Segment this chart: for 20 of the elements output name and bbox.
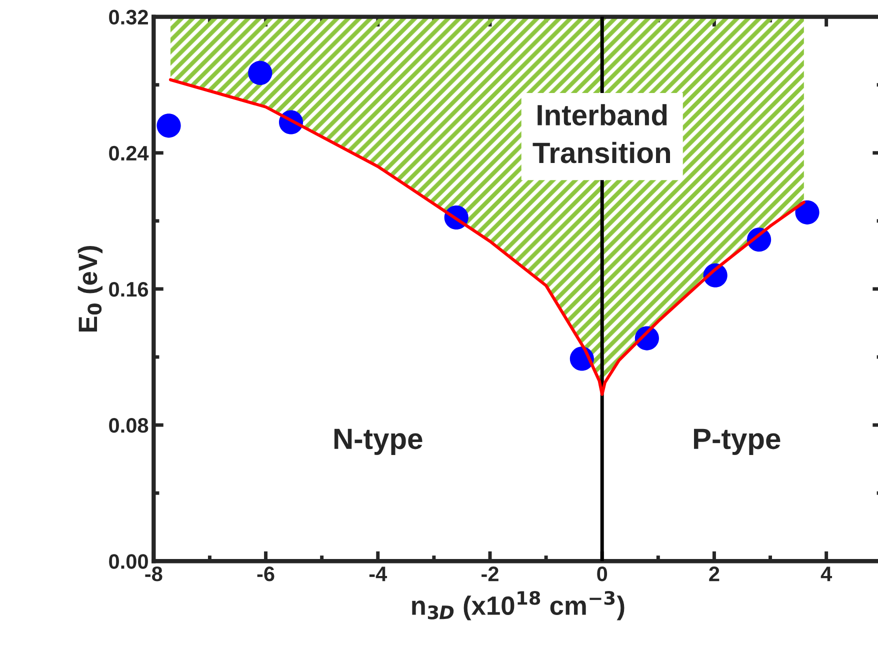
- x-tick-label: -4: [369, 566, 388, 582]
- y-tick-label: 0.16: [109, 282, 148, 297]
- x-tick-label: -8: [145, 566, 162, 582]
- y-tick-label: 0.32: [109, 10, 148, 25]
- point: [248, 60, 272, 85]
- point: [795, 200, 820, 224]
- x-axis-title: n$_{3D}$ (x10$^{18}$ cm$^{−3}$): [412, 590, 624, 620]
- annotation: Interband Transition: [532, 104, 670, 164]
- y-tick-label: 0.08: [109, 418, 148, 433]
- y-tick-label: 0.24: [109, 146, 149, 161]
- y-tick-label: 0.00: [109, 554, 148, 569]
- x-tick-label: -2: [482, 566, 498, 582]
- x-tick-label: 2: [709, 566, 720, 582]
- annotation: N-type: [334, 428, 422, 455]
- x-tick-label: 4: [820, 566, 832, 582]
- x-tick-label: 0: [597, 566, 608, 582]
- x-tick-label: -6: [257, 566, 274, 582]
- point: [156, 114, 181, 138]
- y-axis-title: E$_{0}$ (eV): [78, 246, 102, 332]
- annotation: P-type: [694, 428, 780, 455]
